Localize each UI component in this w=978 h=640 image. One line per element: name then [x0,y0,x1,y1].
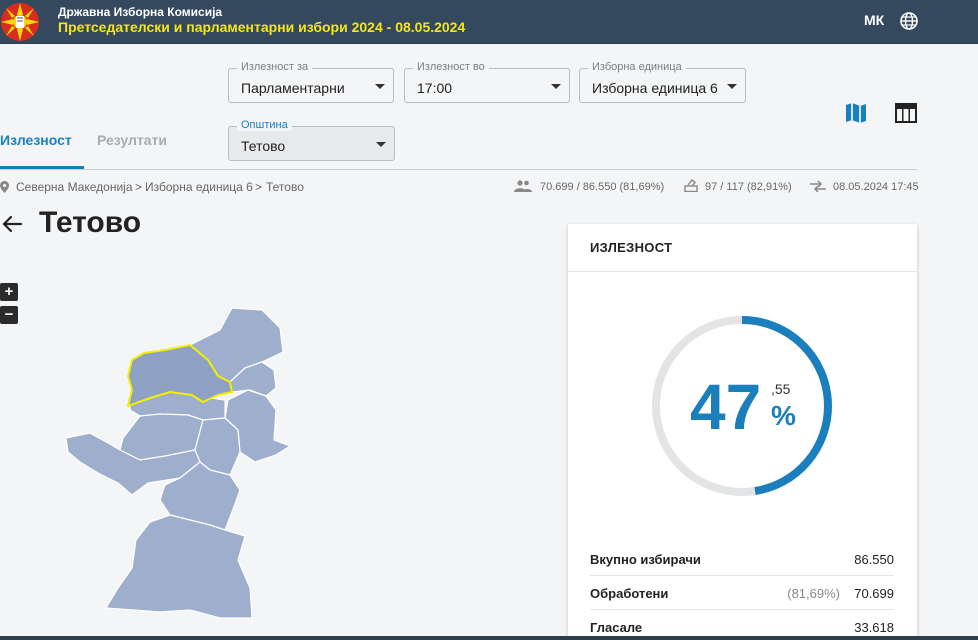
breadcrumb-separator: > [255,180,263,194]
stat-value: 33.618 [854,620,894,635]
turnout-percent-sign: % [771,400,796,431]
selected-municipality[interactable] [127,344,233,407]
breadcrumb-item-unit[interactable]: Изборна единица 6 [145,180,253,194]
sync-arrows-icon [810,180,826,192]
turnout-for-select[interactable]: Излезност за Парламентарни [228,61,394,103]
language-selector[interactable]: МК [864,12,885,28]
stat-label: Гласале [590,620,643,635]
org-name: Државна Изборна Комисија [58,5,223,19]
page-title: Тетово [39,206,142,239]
ballot-box-icon [684,179,698,192]
top-bar: Државна Изборна Комисија Претседателски … [0,0,978,44]
chevron-down-icon [376,142,386,147]
stat-row-processed: Обработени (81,69%) 70.699 [590,576,894,610]
stat-value: 70.699 [854,586,894,601]
breadcrumb-item-country[interactable]: Северна Македонија [16,180,133,194]
stat-row-voted: Гласале 33.618 [590,610,894,640]
breadcrumb-item-municipality: Тетово [266,180,304,194]
electoral-unit-label: Изборна единица [588,61,686,73]
zoom-in-button[interactable]: + [0,283,18,301]
active-tab-indicator [0,166,84,169]
back-arrow-icon[interactable] [0,212,24,236]
turnout-for-value: Парламентарни [241,80,345,96]
chevron-down-icon [551,84,561,89]
turnout-at-label: Излезност во [413,61,489,73]
tabs-divider [0,169,917,170]
stat-label: Вкупно избирачи [590,552,701,567]
stat-label: Обработени [590,586,669,601]
turnout-at-select[interactable]: Излезност во 17:00 [404,61,570,103]
map-region[interactable] [105,514,253,619]
voters-stat: 70.699 / 86.550 (81,69%) [540,181,665,193]
breadcrumb-separator: > [135,180,143,194]
tab-turnout[interactable]: Излезност [0,132,72,148]
globe-icon[interactable] [899,11,919,31]
turnout-card: ИЗЛЕЗНОСТ 47 ,55 % Вкупно избирачи 86.55… [568,224,917,640]
turnout-card-title: ИЗЛЕЗНОСТ [590,240,673,255]
municipality-value: Тетово [241,138,286,154]
electoral-unit-select[interactable]: Изборна единица Изборна единица 6 [579,61,746,103]
electoral-unit-value: Изборна единица 6 [592,80,718,96]
municipality-map[interactable] [40,290,320,630]
tab-results[interactable]: Резултати [97,132,167,148]
location-pin-icon [0,181,9,193]
card-divider [568,271,917,272]
chevron-down-icon [375,84,385,89]
stat-percent: (81,69%) [787,586,840,601]
polling-stations-stat: 97 / 117 (82,91%) [705,181,792,193]
gauge-arc [652,316,832,496]
chevron-down-icon [727,84,737,89]
last-updated: 08.05.2024 17:45 [833,181,919,193]
municipality-label: Општина [237,119,292,131]
turnout-percent-int: 47 [690,371,762,443]
map-icon[interactable] [844,101,868,125]
table-icon[interactable] [894,101,918,125]
turnout-percent-decimal: ,55 [771,381,791,397]
stat-row-total-voters: Вкупно избирачи 86.550 [590,542,894,576]
people-icon [514,180,532,192]
turnout-at-value: 17:00 [417,80,453,96]
municipality-select[interactable]: Општина Тетово [228,119,395,161]
zoom-out-button[interactable]: − [0,306,18,324]
bottom-bar [0,636,978,640]
turnout-for-label: Излезност за [237,61,313,73]
turnout-gauge [652,316,832,496]
election-title: Претседателски и парламентарни избори 20… [58,19,466,35]
stat-value: 86.550 [854,552,894,567]
dik-logo[interactable] [0,2,44,42]
